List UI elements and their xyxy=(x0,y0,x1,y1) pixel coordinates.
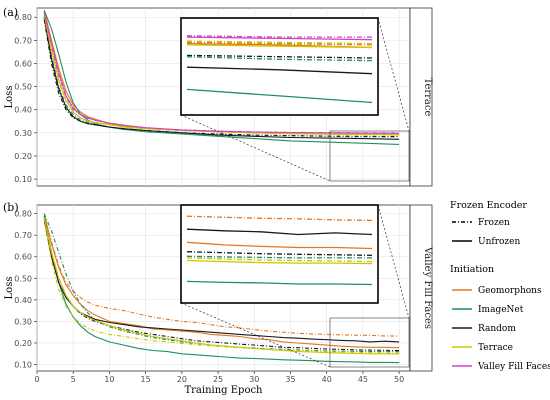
inset-line-terrace-unfrozen xyxy=(186,259,373,265)
inset-line-valley-fill-faces-unfrozen xyxy=(186,36,373,41)
legend-label-frozen: Frozen xyxy=(478,218,510,228)
legend: Frozen Encoder Frozen Unfrozen Initiation Ge… xyxy=(450,200,550,372)
inset-line-random-frozen xyxy=(186,251,373,256)
x-tick-label: 30 xyxy=(249,375,259,384)
inset-line-terrace-frozen xyxy=(186,257,373,263)
series-line-imagenet-frozen xyxy=(43,17,400,138)
facet-strip-label: Terrace xyxy=(422,78,433,117)
x-tick-label: 20 xyxy=(177,375,187,384)
y-tick-label: 0.80 xyxy=(14,210,32,219)
inset-line-geomorphons-frozen xyxy=(186,215,373,222)
legend-title-frozen-encoder: Frozen Encoder xyxy=(450,200,527,211)
x-tick-label: 10 xyxy=(104,375,114,384)
inset-line-terrace-unfrozen xyxy=(186,44,373,49)
y-tick-label: 0.20 xyxy=(14,339,32,348)
y-tick-label: 0.10 xyxy=(14,175,32,184)
inset-line-imagenet-frozen xyxy=(186,255,372,259)
zoom-connector-line xyxy=(180,302,331,368)
y-tick-label: 0.30 xyxy=(14,317,32,326)
x-axis-title: Training Epoch xyxy=(184,385,263,396)
series-group xyxy=(43,10,400,145)
legend-label-terrace: Terrace xyxy=(478,343,513,353)
y-tick-label: 0.50 xyxy=(14,83,32,92)
y-tick-label: 0.40 xyxy=(14,296,32,305)
x-tick-label: 0 xyxy=(34,375,39,384)
inset-line-geomorphons-unfrozen xyxy=(186,241,373,250)
zoom-connector-line xyxy=(180,114,331,182)
zoom-region-box xyxy=(329,130,410,182)
y-tick-label: 0.70 xyxy=(14,231,32,240)
inset-line-valley-fill-faces-frozen xyxy=(186,35,372,38)
y-tick-label: 0.50 xyxy=(14,274,32,283)
panel-tag: (b) xyxy=(3,201,19,214)
inset-panel xyxy=(180,17,379,116)
y-tick-label: 0.70 xyxy=(14,36,32,45)
legend-label-valley-fill-faces: Valley Fill Faces xyxy=(477,362,550,372)
inset-line-imagenet-unfrozen xyxy=(186,280,373,286)
series-line-terrace-unfrozen xyxy=(43,217,400,355)
facet-strip xyxy=(409,204,433,372)
legend-label-random: Random xyxy=(478,324,516,334)
zoom-region-box xyxy=(329,317,410,368)
inset-line-imagenet-unfrozen xyxy=(186,88,373,104)
series-line-geomorphons-frozen xyxy=(43,215,400,337)
series-line-imagenet-frozen xyxy=(43,213,400,353)
series-line-imagenet-unfrozen xyxy=(43,215,400,364)
x-tick-label: 40 xyxy=(322,375,332,384)
series-line-terrace-frozen xyxy=(43,217,400,354)
zoom-connector-line xyxy=(377,17,410,132)
facet-strip-label: Valley Fill Faces xyxy=(422,246,433,329)
panel-valley-fill-faces: 0.10 0.20 0.30 0.40 0.50 0.60 0.70 0.80 Loss Vall… xyxy=(3,201,433,396)
panel-tag: (a) xyxy=(3,6,18,19)
x-tick-label: 35 xyxy=(285,375,295,384)
y-axis-title: Loss xyxy=(4,277,15,300)
x-tick-label: 45 xyxy=(358,375,368,384)
series-line-geomorphons-unfrozen xyxy=(43,213,400,349)
inset-line-random-unfrozen xyxy=(186,66,373,75)
y-tick-label: 0.60 xyxy=(14,59,32,68)
y-tick-label: 0.40 xyxy=(14,106,32,115)
inset-line-random-frozen xyxy=(186,54,373,59)
facet-strip xyxy=(409,7,433,187)
inset-line-imagenet-frozen xyxy=(186,56,373,62)
inset-line-random-unfrozen xyxy=(186,228,373,236)
y-tick-label: 0.60 xyxy=(14,253,32,262)
x-tick-label: 15 xyxy=(141,375,151,384)
legend-label-unfrozen: Unfrozen xyxy=(478,237,521,247)
series-group xyxy=(43,213,400,364)
inset-series-group xyxy=(186,215,373,286)
panel-terrace: 0.10 0.20 0.30 0.40 0.50 0.60 0.70 0.80 Loss Terr… xyxy=(3,6,433,187)
inset-series-group xyxy=(186,35,373,104)
y-tick-label: 0.20 xyxy=(14,152,32,161)
legend-title-initiation: Initiation xyxy=(450,264,494,275)
zoom-connector-line xyxy=(377,204,410,319)
inset-line-terrace-frozen xyxy=(186,40,373,45)
y-tick-label: 0.30 xyxy=(14,129,32,138)
y-axis-title: Loss xyxy=(4,86,15,109)
series-line-random-frozen xyxy=(43,19,400,138)
inset-line-geomorphons-frozen xyxy=(186,41,373,46)
x-tick-label: 50 xyxy=(394,375,404,384)
series-line-valley-fill-faces-frozen xyxy=(43,12,400,134)
series-line-random-unfrozen xyxy=(43,17,400,140)
legend-label-geomorphons: Geomorphons xyxy=(478,286,542,296)
y-tick-label: 0.80 xyxy=(14,13,32,22)
y-tick-label: 0.10 xyxy=(14,361,32,370)
legend-label-imagenet: ImageNet xyxy=(478,305,524,315)
x-tick-label: 25 xyxy=(213,375,223,384)
x-tick-label: 5 xyxy=(71,375,76,384)
